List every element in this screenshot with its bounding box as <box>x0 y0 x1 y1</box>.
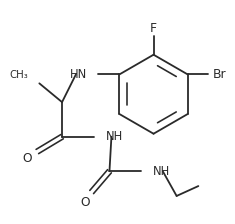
Text: NH: NH <box>153 165 170 178</box>
Text: HN: HN <box>70 68 87 81</box>
Text: NH: NH <box>106 130 123 143</box>
Text: Br: Br <box>212 68 226 81</box>
Text: F: F <box>150 22 157 34</box>
Text: CH₃: CH₃ <box>10 71 28 80</box>
Text: O: O <box>23 152 32 165</box>
Text: O: O <box>80 196 90 209</box>
